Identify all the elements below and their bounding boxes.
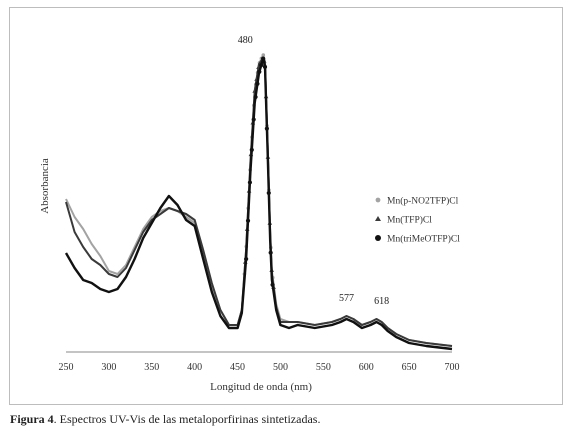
x-tick-label: 600: [359, 362, 374, 373]
series-marker: [251, 117, 256, 122]
series-3: [64, 56, 453, 351]
peak-label: 577: [339, 293, 354, 304]
series-line: [64, 56, 453, 351]
legend: Mn(p-NO2TFP)Cl Mn(TFP)Cl Mn(triMeOTFP)Cl: [375, 196, 460, 245]
x-tick-label: 350: [144, 362, 159, 373]
x-tick-label: 400: [187, 362, 202, 373]
legend-label: Mn(TFP)Cl: [387, 215, 432, 226]
legend-item: Mn(TFP)Cl: [375, 215, 432, 226]
series-marker: [268, 250, 273, 255]
x-tick-label: 700: [445, 362, 460, 373]
x-ticks: 250 300 350 400 450 500 550 600 650 700: [59, 362, 460, 373]
x-tick-label: 250: [59, 362, 74, 373]
series-marker: [266, 190, 271, 196]
series-marker: [259, 63, 264, 68]
series-marker: [253, 94, 258, 100]
uv-vis-chart: 250 300 350 400 450 500 550 600 650 700 480 577 618…: [39, 35, 460, 393]
legend-item: Mn(triMeOTFP)Cl: [375, 234, 460, 245]
legend-marker: [375, 197, 381, 203]
legend-marker: [375, 216, 381, 221]
series-marker: [247, 180, 253, 185]
y-axis-title: Absorbancia: [39, 158, 51, 214]
peak-label: 618: [374, 296, 389, 307]
caption-text: . Espectros UV-Vis de las metaloporfirin…: [53, 412, 321, 426]
legend-label: Mn(p-NO2TFP)Cl: [387, 196, 459, 207]
series-marker: [244, 256, 249, 262]
x-tick-label: 550: [316, 362, 331, 373]
series-marker: [261, 53, 266, 57]
x-axis-title: Longitud de onda (nm): [210, 381, 312, 393]
series-marker: [249, 147, 254, 153]
peak-label: 480: [238, 35, 253, 46]
x-tick-label: 650: [402, 362, 417, 373]
series-marker: [255, 81, 260, 86]
legend-item: Mn(p-NO2TFP)Cl: [375, 196, 459, 207]
series-marker: [262, 64, 268, 70]
caption-label: Figura 4: [10, 412, 54, 426]
x-tick-label: 500: [273, 362, 288, 373]
x-tick-label: 300: [101, 362, 116, 373]
series-layer: [64, 53, 453, 351]
series-marker: [245, 218, 251, 223]
legend-marker: [375, 235, 381, 241]
peak-annotations: 480 577 618: [238, 35, 389, 307]
series-marker: [264, 126, 269, 131]
figure-caption: Figura 4. Espectros UV-Vis de las metalo…: [10, 412, 320, 427]
series-marker: [270, 282, 275, 287]
legend-label: Mn(triMeOTFP)Cl: [387, 234, 460, 245]
figure-frame: [9, 7, 563, 405]
series-marker: [261, 56, 266, 61]
x-tick-label: 450: [230, 362, 245, 373]
series-marker: [257, 69, 262, 74]
